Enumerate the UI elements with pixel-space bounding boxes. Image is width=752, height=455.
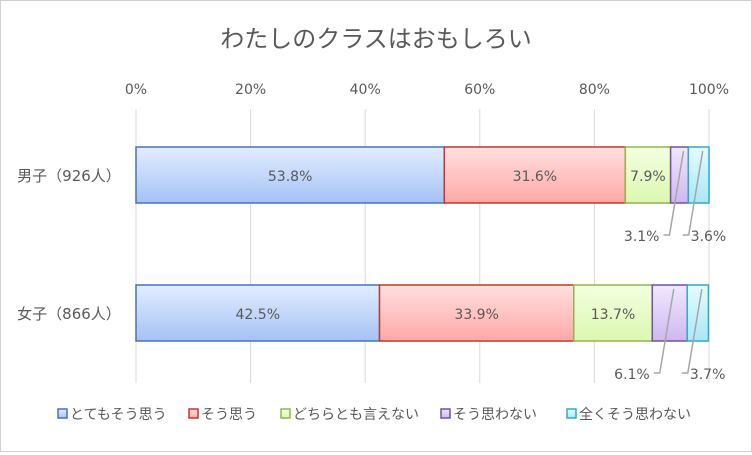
x-tick-label: 80% (579, 82, 610, 98)
legend-label[interactable]: そう思わない (453, 407, 537, 423)
data-label: 13.7% (591, 307, 635, 323)
legend-label[interactable]: そう思う (201, 407, 257, 423)
legend-swatch (440, 408, 451, 419)
chart-title: わたしのクラスはおもしろい (220, 25, 532, 53)
category-label: 女子（866人） (17, 305, 121, 323)
x-tick-label: 0% (125, 82, 147, 98)
legend-swatch (566, 408, 577, 419)
bar-segment[interactable] (135, 146, 446, 204)
data-label: 31.6% (513, 169, 557, 185)
legend-label[interactable]: とてもそう思う (70, 407, 167, 423)
x-tick-label: 100% (689, 82, 729, 98)
data-label: 6.1% (614, 367, 650, 383)
legend-swatch (280, 408, 291, 419)
data-label: 3.7% (690, 367, 726, 383)
bar-segment[interactable] (573, 284, 654, 342)
leader-line (663, 150, 685, 236)
leader-line (682, 150, 704, 236)
leader-line (653, 288, 675, 374)
data-label: 53.8% (268, 169, 312, 185)
legend-swatch (188, 408, 199, 419)
x-tick-label: 20% (235, 82, 266, 98)
category-label: 男子（926人） (17, 167, 121, 185)
bar-segment[interactable] (651, 284, 688, 342)
legend-swatch (57, 408, 68, 419)
legend-label[interactable]: どちらとも言えない (293, 407, 419, 423)
leader-line (681, 288, 703, 374)
data-label: 3.6% (691, 229, 727, 245)
data-label: 3.1% (624, 229, 660, 245)
x-tick-label: 40% (350, 82, 381, 98)
data-label: 42.5% (236, 307, 280, 323)
data-label: 33.9% (454, 307, 498, 323)
x-tick-label: 60% (464, 82, 495, 98)
data-label: 7.9% (630, 169, 666, 185)
legend-label[interactable]: 全くそう思わない (579, 406, 691, 423)
